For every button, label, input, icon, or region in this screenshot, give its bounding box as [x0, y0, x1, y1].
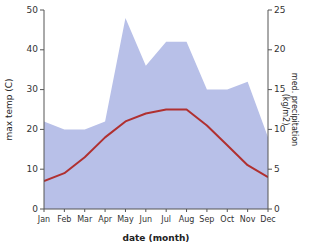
y2-axis-line [268, 10, 269, 209]
y-tick [40, 129, 44, 130]
y-tick-label: 30 [27, 84, 39, 94]
x-tick [44, 209, 45, 212]
x-tick [247, 209, 248, 212]
y2-tick [268, 89, 272, 90]
x-tick [84, 209, 85, 212]
precip-area [44, 18, 268, 209]
x-tick-label: Mar [77, 215, 93, 224]
y-tick-label: 10 [27, 164, 39, 174]
y-tick-label: 40 [27, 44, 39, 54]
y2-tick-label: 10 [274, 124, 286, 134]
y-axis-label: max temp (C) [4, 78, 14, 140]
y-axis-line [44, 10, 45, 209]
x-tick [186, 209, 187, 212]
x-tick-label: Feb [57, 215, 71, 224]
y2-tick-label: 25 [274, 5, 285, 15]
x-tick [227, 209, 228, 212]
y-tick [40, 10, 44, 11]
y2-tick [268, 10, 272, 11]
x-tick [206, 209, 207, 212]
x-tick [268, 209, 269, 212]
y-tick [40, 89, 44, 90]
x-tick [64, 209, 65, 212]
x-tick-label: Aug [179, 215, 195, 224]
x-axis-line [44, 209, 268, 210]
y-tick-label: 50 [27, 5, 39, 15]
x-tick-label: Jun [139, 215, 153, 224]
y2-axis-label: med. precipitation(kg/m2) [281, 73, 299, 146]
y-tick-label: 20 [27, 124, 39, 134]
y-tick [40, 49, 44, 50]
y2-tick [268, 49, 272, 50]
y-tick [40, 169, 44, 170]
y-tick-label: 0 [32, 204, 38, 214]
x-tick [145, 209, 146, 212]
x-tick [166, 209, 167, 212]
x-tick-label: Dec [260, 215, 275, 224]
x-tick-label: Jan [37, 215, 50, 224]
x-tick [125, 209, 126, 212]
x-axis-label: date (month) [123, 233, 190, 243]
temp-line [44, 110, 268, 182]
y2-tick [268, 209, 272, 210]
x-tick-label: Jul [160, 215, 171, 224]
x-tick-label: Nov [240, 215, 256, 224]
y2-tick-label: 20 [274, 44, 286, 54]
x-tick-label: May [117, 215, 134, 224]
y2-tick-label: 15 [274, 84, 285, 94]
y-tick [40, 209, 44, 210]
x-tick-label: Sep [199, 215, 214, 224]
chart: 0 10 20 30 40 50 0 5 10 15 20 25 Jan Feb Mar Apr May Jun J… [0, 0, 318, 247]
y2-tick [268, 169, 272, 170]
y2-tick-label: 5 [274, 164, 280, 174]
y2-tick [268, 129, 272, 130]
x-tick-label: Oct [220, 215, 234, 224]
x-tick [105, 209, 106, 212]
plot-area [44, 18, 268, 209]
y2-tick-label: 0 [274, 204, 280, 214]
x-tick-label: Apr [98, 215, 113, 224]
